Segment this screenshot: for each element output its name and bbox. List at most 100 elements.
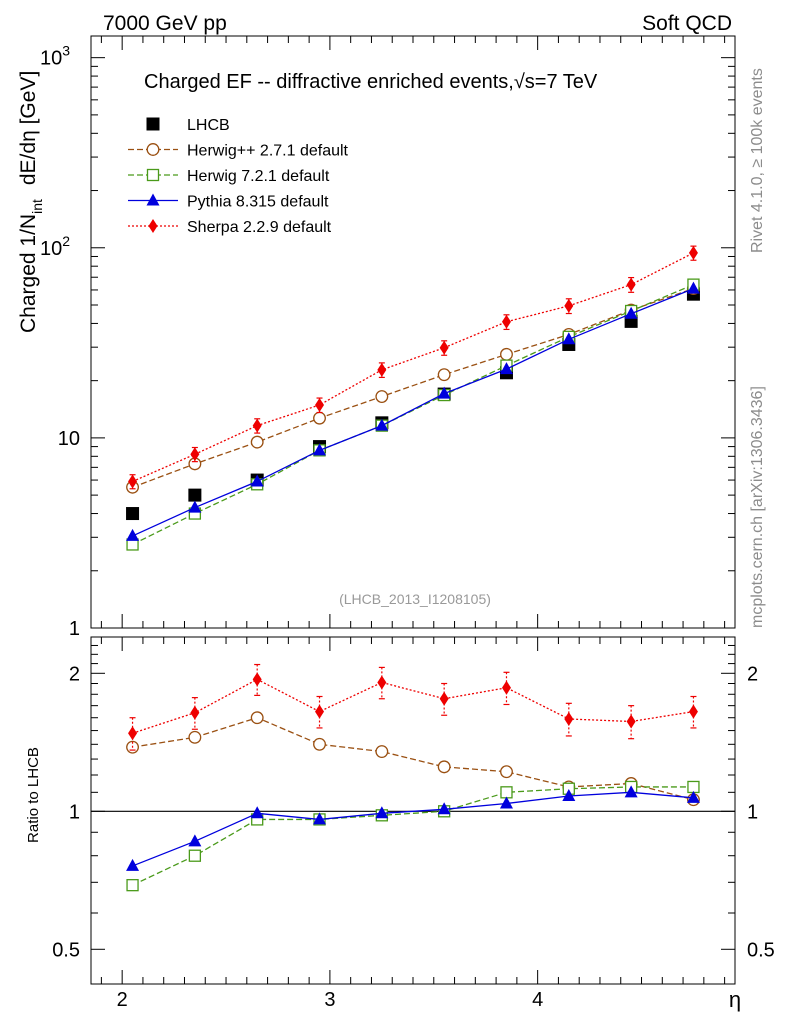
ratio-data-point <box>686 790 700 803</box>
ratio-plot-frame <box>90 636 736 985</box>
ratio-y-tick-label-right: 0.5 <box>747 939 775 961</box>
main-data-point <box>188 488 202 502</box>
ratio-y-tick-label-left: 0.5 <box>52 939 80 961</box>
main-data-point <box>252 418 262 433</box>
main-y-tick-label-base: 10 <box>58 428 80 450</box>
ratio-series-1 <box>126 780 700 892</box>
main-series-2 <box>126 278 700 551</box>
ratio-y-tick-label-left: 1 <box>69 801 80 823</box>
legend-marker <box>146 168 160 182</box>
ratio-data-point <box>313 812 327 825</box>
main-data-point <box>437 386 451 399</box>
ratio-data-point <box>250 711 264 725</box>
mcplots-reference-label: mcplots.cern.ch [arXiv:1306.3436] <box>749 386 766 628</box>
main-data-point <box>188 500 202 513</box>
main-data-point <box>126 528 140 541</box>
main-series-0 <box>126 287 700 521</box>
ratio-y-axis-label: Ratio to LHCB <box>25 747 42 843</box>
ratio-data-point <box>687 780 700 794</box>
main-series-3 <box>126 281 700 541</box>
ratio-data-point <box>126 858 140 871</box>
ratio-y-tick-label-left: 2 <box>69 663 80 685</box>
ratio-data-point <box>250 806 264 819</box>
ratio-data-point <box>313 737 326 751</box>
main-y-tick-label-exponent: 3 <box>62 43 70 59</box>
main-series-1 <box>126 282 700 494</box>
main-data-point <box>624 306 638 319</box>
main-data-point <box>128 474 138 489</box>
main-y-axis-label-sub: int <box>29 199 45 214</box>
main-y-axis-label-main: Charged 1/N <box>17 214 40 333</box>
ratio-data-point <box>564 711 574 726</box>
main-y-tick-label: 1 <box>69 618 80 640</box>
legend-label: Pythia 8.315 default <box>187 194 329 211</box>
main-y-tick-label: 103 <box>40 43 70 70</box>
ratio-data-point <box>437 760 451 774</box>
main-data-point <box>501 314 511 329</box>
x-tick-label: 3 <box>324 989 335 1011</box>
legend: LHCB Herwig++ 2.7.1 default Herwig 7.2.1 d… <box>128 117 349 236</box>
ratio-data-point <box>375 745 389 758</box>
analysis-id-label: (LHCB_2013_I1208105) <box>339 591 491 607</box>
main-data-point <box>437 368 451 382</box>
chart-title-prefix: Charged EF -- diffractive enriched event… <box>144 71 514 93</box>
legend-marker <box>146 143 160 156</box>
chart-title-suffix: =7 TeV <box>535 71 598 93</box>
legend-marker <box>146 117 160 131</box>
x-axis-label: η <box>729 987 741 1012</box>
main-data-point <box>250 435 264 449</box>
legend-label: Sherpa 2.2.9 default <box>187 219 332 236</box>
ratio-data-point <box>626 714 636 729</box>
main-y-tick-label: 102 <box>40 233 70 260</box>
ratio-y-tick-label-right: 1 <box>747 801 758 823</box>
ratio-series-2 <box>126 785 700 871</box>
data-series <box>126 245 700 892</box>
legend-marker <box>146 193 160 206</box>
ratio-data-point <box>188 834 202 847</box>
header-right-label: Soft QCD <box>642 12 732 35</box>
main-y-tick-label-base: 10 <box>40 48 62 70</box>
main-data-point <box>626 277 636 292</box>
rivet-version-label: Rivet 4.1.0, ≥ 100k events <box>749 68 766 253</box>
main-data-point <box>315 397 325 412</box>
ratio-data-point <box>439 691 449 706</box>
main-data-point <box>499 362 513 375</box>
ratio-data-point <box>128 726 138 741</box>
main-data-point <box>375 390 389 403</box>
main-data-point <box>190 447 200 462</box>
ratio-data-point <box>315 704 325 719</box>
main-data-point <box>375 418 389 431</box>
ratio-data-point <box>499 796 513 809</box>
legend-label: LHCB <box>187 117 230 134</box>
ratio-data-point <box>562 788 576 801</box>
legend-marker <box>148 219 158 233</box>
ratio-data-point <box>188 730 202 744</box>
ratio-series-line <box>132 678 694 734</box>
main-data-point <box>377 362 387 377</box>
main-y-axis-label-tail: dE/dη [GeV] <box>17 71 40 185</box>
main-data-point <box>562 332 576 345</box>
ratio-series-line <box>132 786 694 886</box>
main-data-point <box>126 507 140 521</box>
ratio-data-point <box>500 786 513 799</box>
x-tick-label: 2 <box>117 989 128 1011</box>
main-series-line <box>132 287 694 537</box>
main-data-point <box>564 298 574 313</box>
main-series-4 <box>128 245 698 490</box>
main-data-point <box>439 340 449 355</box>
main-data-point <box>686 281 700 294</box>
ratio-data-point <box>500 765 513 779</box>
main-y-axis-label: Charged 1/Nint dE/dη [GeV] <box>17 71 45 333</box>
main-data-point <box>313 411 326 425</box>
ratio-data-point <box>437 802 451 815</box>
chart-title: Charged EF -- diffractive enriched event… <box>144 71 598 93</box>
x-tick-label: 4 <box>532 989 543 1011</box>
chart-title-sqrt: √s <box>514 71 535 93</box>
ratio-y-tick-label-right: 2 <box>747 663 758 685</box>
main-data-point <box>313 443 327 456</box>
ratio-data-point <box>624 785 638 798</box>
main-data-point <box>500 347 513 361</box>
ratio-data-point <box>377 675 387 690</box>
